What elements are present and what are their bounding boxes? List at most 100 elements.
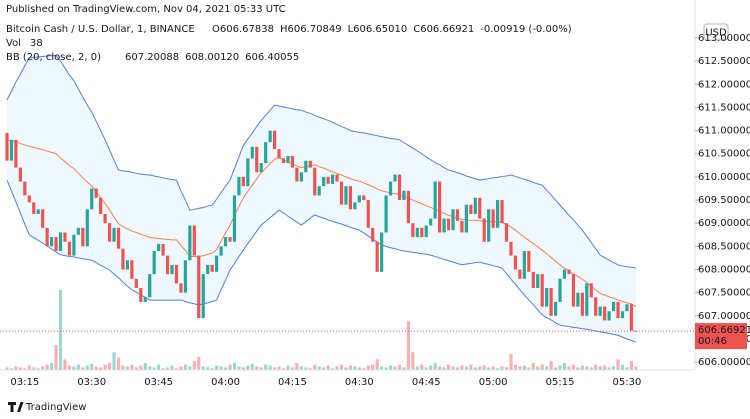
- candle: [223, 237, 228, 247]
- time-tick-label: 04:30: [345, 377, 374, 388]
- candle: [380, 232, 384, 272]
- candle: [388, 181, 393, 196]
- volume-bar: [85, 365, 89, 370]
- volume-bar: [607, 367, 611, 370]
- volume-bar: [527, 367, 531, 370]
- volume-bar: [246, 365, 250, 370]
- volume-bar: [308, 368, 312, 370]
- candle: [143, 297, 147, 302]
- volume-bar: [598, 366, 602, 370]
- volume-bar: [420, 364, 424, 370]
- volume-bar: [536, 366, 540, 370]
- candle: [197, 255, 201, 319]
- candle: [589, 283, 593, 298]
- candle: [23, 181, 27, 196]
- volume-bar: [496, 368, 500, 370]
- candle: [295, 167, 299, 182]
- price-tick-label: 613.00000: [698, 33, 750, 44]
- candle: [241, 176, 245, 187]
- candle: [121, 248, 125, 270]
- candle: [375, 241, 379, 272]
- price-tick-label: 612.00000: [698, 79, 750, 90]
- volume-bar: [429, 365, 433, 370]
- candle: [420, 227, 424, 238]
- volume-bar: [58, 290, 63, 370]
- volume-bar: [286, 365, 290, 370]
- candle: [518, 269, 522, 279]
- volume-bar: [366, 365, 370, 370]
- candle: [188, 225, 192, 261]
- time-tick-label: 03:45: [144, 377, 173, 388]
- candle: [308, 160, 312, 168]
- volume-bar: [152, 367, 156, 370]
- volume-bar: [518, 366, 522, 370]
- volume-bar: [460, 365, 464, 370]
- volume-bar: [179, 366, 183, 370]
- candle: [94, 188, 98, 198]
- volume-bar: [143, 362, 147, 370]
- candle: [330, 174, 335, 184]
- candle: [85, 209, 89, 247]
- candle: [215, 255, 219, 272]
- volume-bar: [384, 367, 388, 370]
- candle: [210, 264, 214, 272]
- candle: [366, 200, 370, 228]
- volume-bar: [353, 366, 357, 370]
- bb-values: 607.20088 608.00120 606.40055: [125, 52, 299, 63]
- currency[interactable]: USD: [705, 28, 727, 39]
- volume-bar: [317, 366, 321, 370]
- volume-bar: [241, 367, 245, 370]
- volume-bar: [375, 359, 379, 370]
- volume-bar: [174, 368, 179, 370]
- volume-bar: [558, 365, 562, 370]
- volume-bar: [232, 362, 237, 370]
- volume-bar: [206, 367, 210, 370]
- volume-bar: [81, 367, 85, 370]
- volume-bar: [562, 362, 567, 370]
- volume-bar: [335, 366, 339, 370]
- volume-bar: [161, 368, 165, 370]
- volume-bar: [603, 365, 607, 370]
- candle: [362, 195, 366, 201]
- volume-bar: [90, 363, 94, 370]
- volume-bar: [277, 366, 281, 370]
- time-tick-label: 05:15: [546, 377, 575, 388]
- volume-bar: [589, 367, 593, 370]
- candle: [496, 200, 500, 228]
- volume-bar: [326, 365, 330, 370]
- candle: [406, 190, 410, 224]
- candle: [161, 244, 165, 256]
- volume-bar: [63, 359, 67, 370]
- volume-bar: [76, 364, 80, 370]
- candle: [134, 278, 138, 289]
- volume-bar: [54, 345, 58, 370]
- volume-bar: [549, 361, 553, 370]
- volume-bar: [388, 365, 393, 370]
- band-lower: [6, 179, 637, 343]
- ohlc-value: H606.70849: [280, 24, 342, 35]
- candle: [27, 195, 31, 203]
- volume-bar: [23, 368, 27, 370]
- candle: [393, 174, 397, 182]
- candle: [527, 250, 531, 272]
- candle: [545, 288, 549, 307]
- volume-bar: [192, 361, 196, 370]
- currency-box[interactable]: [703, 23, 729, 41]
- candle: [18, 167, 22, 182]
- candle: [264, 142, 268, 164]
- candle: [165, 255, 170, 275]
- time-tick-label: 05:30: [613, 377, 642, 388]
- candle: [576, 292, 580, 307]
- candle: [558, 278, 562, 302]
- candle: [371, 227, 375, 242]
- volume-bar: [620, 364, 625, 370]
- candle: [322, 176, 326, 187]
- volume-bar: [157, 364, 161, 370]
- price-tick-label: 611.00000: [698, 126, 750, 137]
- volume-bar: [464, 366, 468, 370]
- price-tick-label: 610.50000: [698, 149, 750, 160]
- volume-bar: [148, 366, 152, 370]
- candle: [116, 227, 121, 249]
- candle: [273, 130, 277, 150]
- volume-bar: [32, 367, 36, 370]
